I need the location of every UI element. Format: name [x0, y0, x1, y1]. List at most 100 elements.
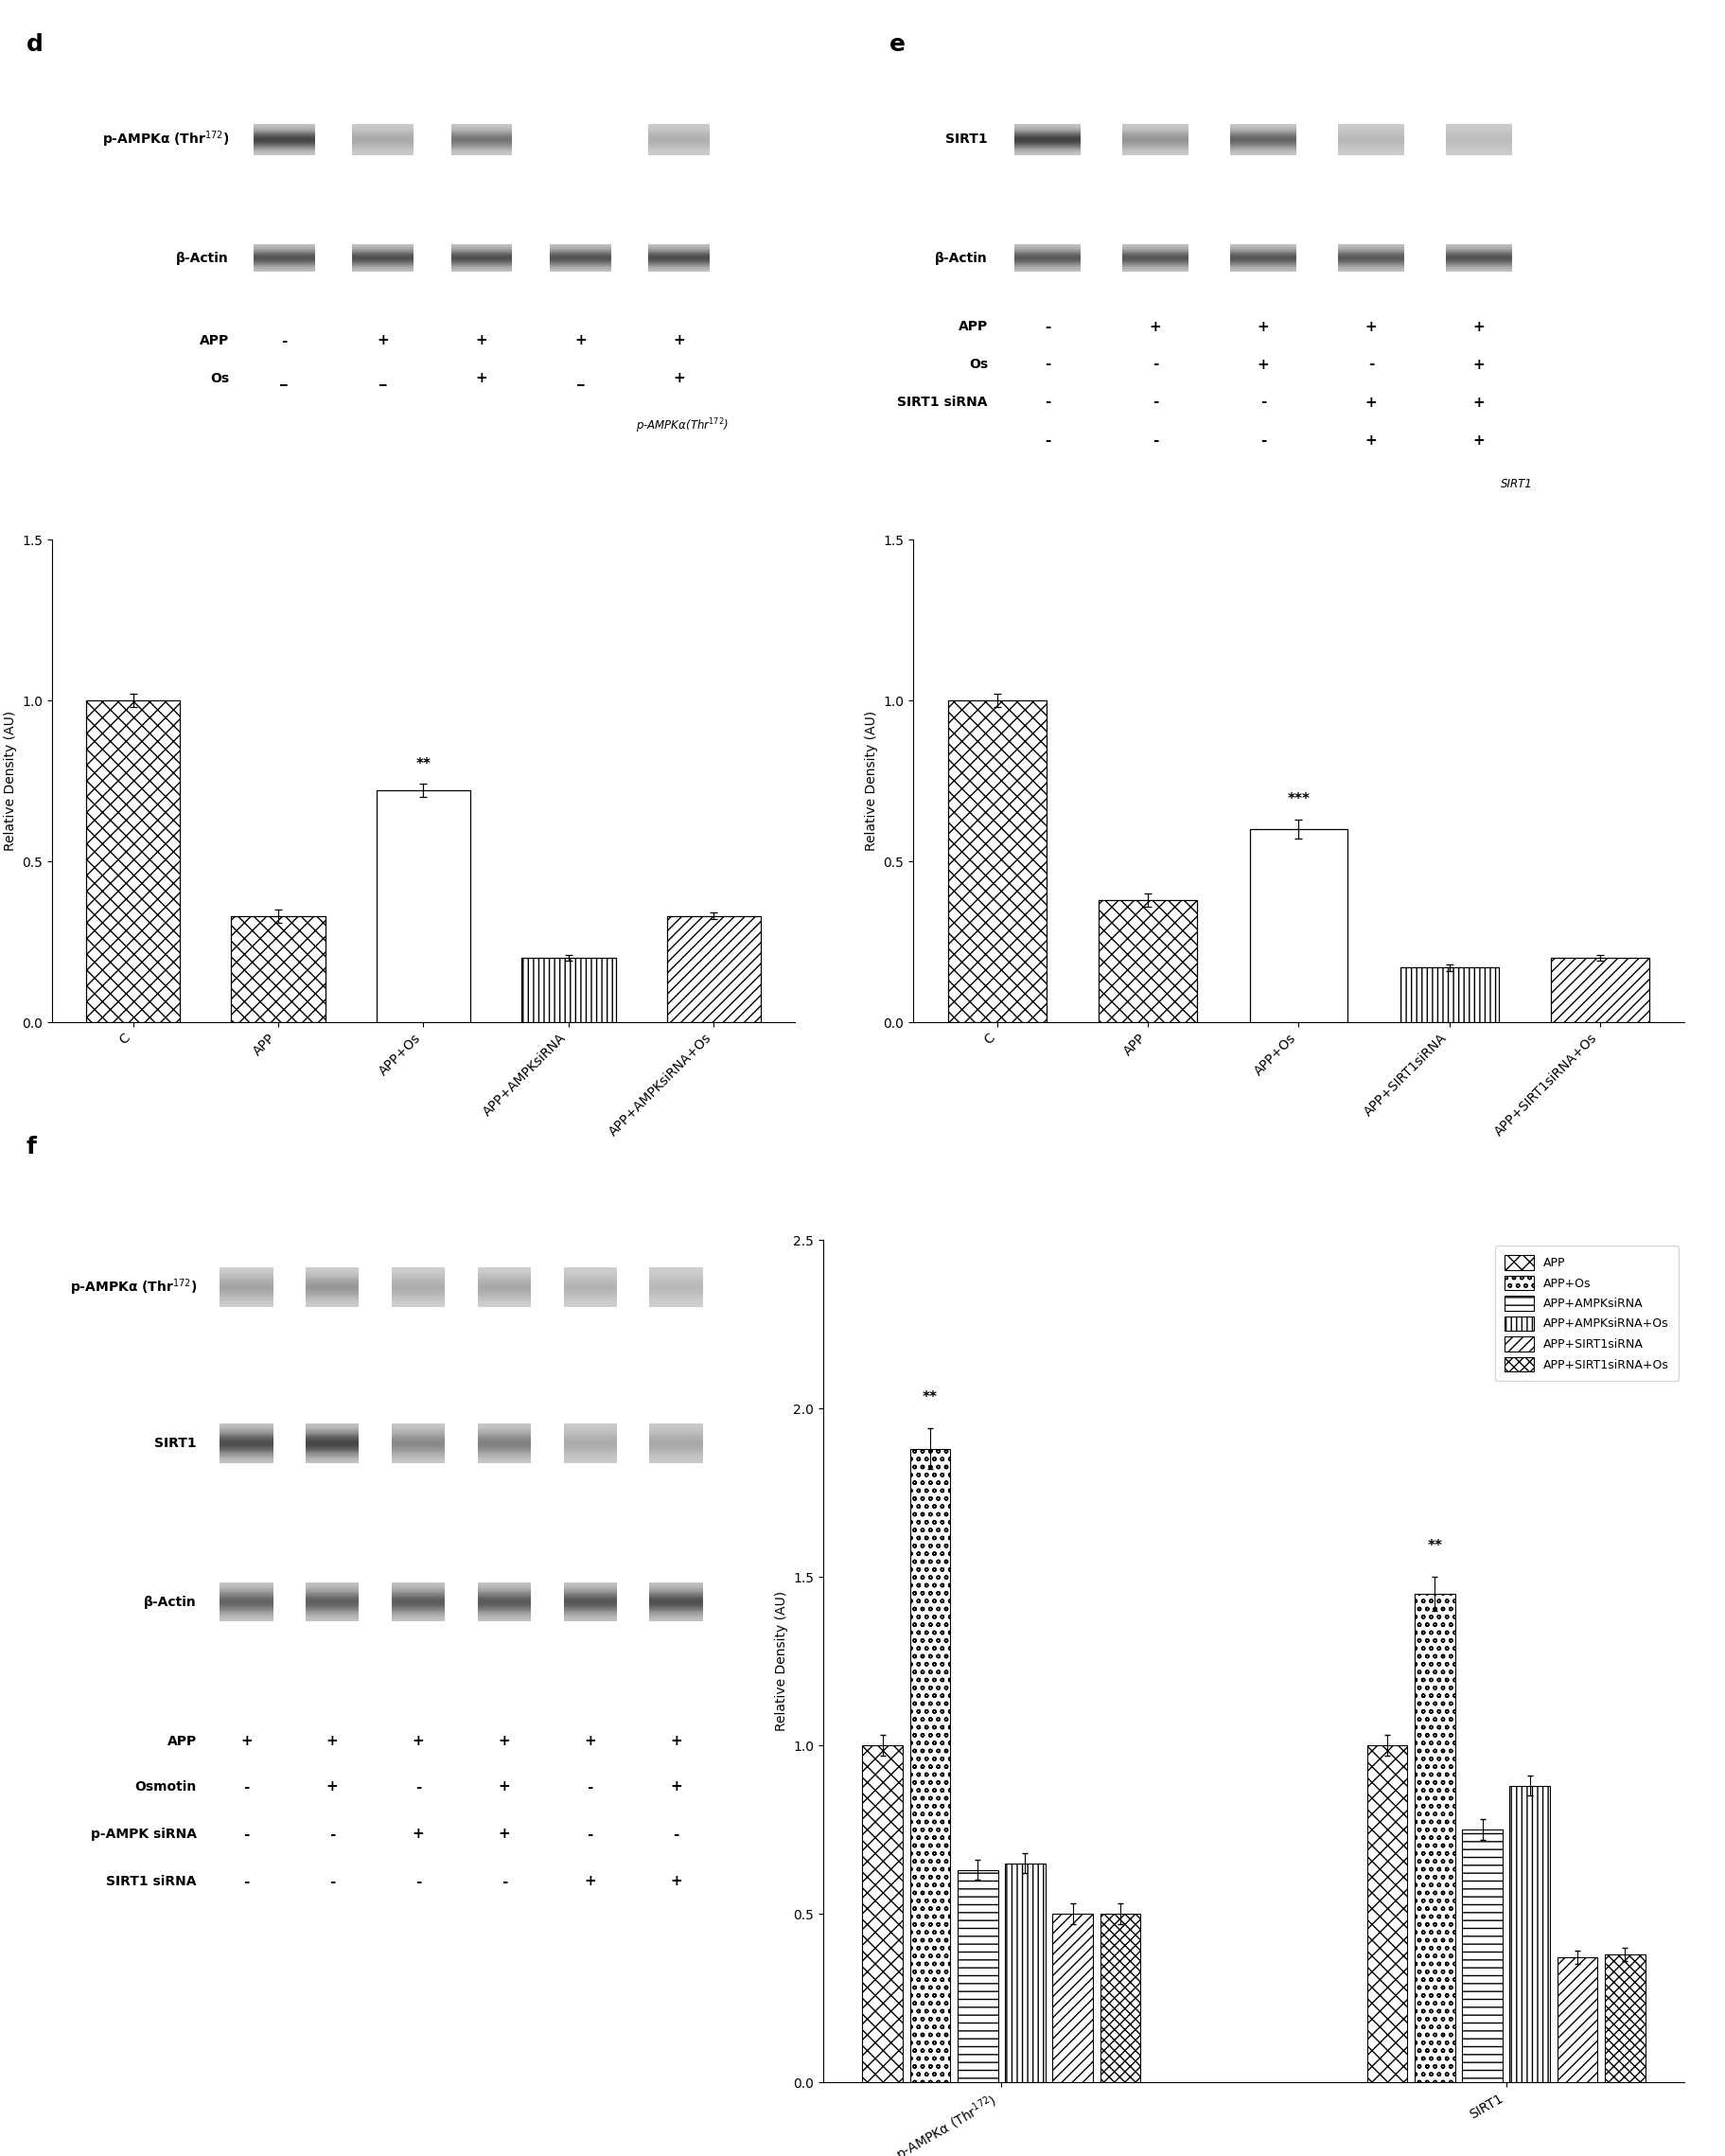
Text: **: **: [416, 757, 431, 772]
Bar: [1366, 1744, 1406, 2083]
Text: +: +: [412, 1733, 424, 1749]
Text: **: **: [1427, 1539, 1442, 1552]
Bar: [909, 1449, 950, 2083]
Text: +: +: [1364, 319, 1377, 334]
Text: +: +: [1364, 433, 1377, 446]
Text: p-AMPK siRNA: p-AMPK siRNA: [91, 1828, 197, 1841]
Text: -: -: [329, 1874, 335, 1889]
Text: _: _: [279, 371, 288, 386]
Text: +: +: [574, 334, 586, 347]
Text: +: +: [1471, 358, 1484, 371]
Y-axis label: Relative Density (AU): Relative Density (AU): [3, 711, 17, 852]
Legend: APP, APP+Os, APP+AMPKsiRNA, APP+AMPKsiRNA+Os, APP+SIRT1siRNA, APP+SIRT1siRNA+Os: APP, APP+Os, APP+AMPKsiRNA, APP+AMPKsiRN…: [1494, 1246, 1677, 1380]
Text: +: +: [1471, 319, 1484, 334]
Bar: [947, 701, 1045, 1022]
Text: -: -: [500, 1874, 507, 1889]
Bar: [1556, 1958, 1597, 2083]
Text: Os: Os: [210, 373, 229, 386]
Text: APP: APP: [957, 319, 987, 334]
Text: _: _: [576, 371, 583, 386]
Text: +: +: [240, 1733, 252, 1749]
Text: p-AMPKα (Thr$^{172}$): p-AMPKα (Thr$^{172}$): [69, 1276, 197, 1298]
Text: SIRT1: SIRT1: [1501, 479, 1532, 489]
Bar: [666, 916, 761, 1022]
Bar: [957, 1869, 997, 2083]
Text: +: +: [1471, 433, 1484, 446]
Bar: [1249, 830, 1347, 1022]
Text: APP: APP: [200, 334, 229, 347]
Text: p-AMPKα(Thr$^{172}$): p-AMPKα(Thr$^{172}$): [635, 416, 728, 436]
Text: -: -: [329, 1826, 335, 1841]
Text: +: +: [1256, 358, 1268, 371]
Text: β-Actin: β-Actin: [143, 1595, 197, 1608]
Text: -: -: [1044, 358, 1051, 371]
Text: ***: ***: [1287, 793, 1309, 806]
Text: -: -: [1152, 358, 1157, 371]
Text: +: +: [669, 1874, 681, 1889]
Text: f: f: [26, 1136, 36, 1158]
Text: d: d: [26, 32, 43, 56]
Text: **: **: [923, 1391, 937, 1406]
Text: -: -: [281, 334, 286, 347]
Text: -: -: [1259, 433, 1266, 446]
Text: APP: APP: [167, 1736, 197, 1749]
Text: SIRT1: SIRT1: [945, 132, 987, 147]
Text: -: -: [243, 1874, 250, 1889]
Text: +: +: [1364, 395, 1377, 410]
Bar: [521, 957, 616, 1022]
Text: +: +: [669, 1733, 681, 1749]
Text: -: -: [673, 1826, 680, 1841]
Text: -: -: [416, 1781, 421, 1794]
Bar: [231, 916, 326, 1022]
Text: +: +: [326, 1733, 338, 1749]
Text: -: -: [586, 1826, 593, 1841]
Text: -: -: [1044, 433, 1051, 446]
Text: β-Actin: β-Actin: [176, 252, 229, 265]
Bar: [1004, 1863, 1045, 2083]
Text: +: +: [499, 1826, 511, 1841]
Bar: [1509, 1785, 1549, 2083]
Bar: [1099, 1915, 1140, 2083]
Text: -: -: [1152, 433, 1157, 446]
Text: e: e: [888, 32, 906, 56]
Text: SIRT1 siRNA: SIRT1 siRNA: [107, 1876, 197, 1889]
Text: +: +: [326, 1781, 338, 1794]
Text: +: +: [499, 1781, 511, 1794]
Text: SIRT1: SIRT1: [155, 1436, 197, 1451]
Text: +: +: [476, 371, 488, 386]
Bar: [862, 1744, 902, 2083]
Text: Os: Os: [968, 358, 987, 371]
Bar: [1551, 957, 1649, 1022]
Text: -: -: [1044, 319, 1051, 334]
Bar: [1399, 968, 1497, 1022]
Bar: [1604, 1953, 1644, 2083]
Text: β-Actin: β-Actin: [935, 252, 987, 265]
Text: _: _: [380, 371, 386, 386]
Text: +: +: [673, 371, 685, 386]
Bar: [1099, 899, 1197, 1022]
Text: +: +: [583, 1733, 595, 1749]
Text: +: +: [499, 1733, 511, 1749]
Text: +: +: [1471, 395, 1484, 410]
Bar: [1461, 1830, 1502, 2083]
Bar: [1414, 1593, 1454, 2083]
Y-axis label: Relative Density (AU): Relative Density (AU): [775, 1591, 788, 1731]
Text: +: +: [673, 334, 685, 347]
Text: +: +: [669, 1781, 681, 1794]
Text: +: +: [412, 1826, 424, 1841]
Y-axis label: Relative Density (AU): Relative Density (AU): [864, 711, 878, 852]
Text: -: -: [416, 1874, 421, 1889]
Text: -: -: [586, 1781, 593, 1794]
Text: p-AMPKα (Thr$^{172}$): p-AMPKα (Thr$^{172}$): [102, 129, 229, 149]
Bar: [86, 701, 179, 1022]
Text: -: -: [1259, 395, 1266, 410]
Text: +: +: [1256, 319, 1268, 334]
Text: -: -: [243, 1826, 250, 1841]
Text: -: -: [243, 1781, 250, 1794]
Text: -: -: [1368, 358, 1373, 371]
Text: -: -: [1152, 395, 1157, 410]
Bar: [1052, 1915, 1092, 2083]
Text: -: -: [1044, 395, 1051, 410]
Text: SIRT1 siRNA: SIRT1 siRNA: [897, 395, 987, 410]
Bar: [376, 791, 471, 1022]
